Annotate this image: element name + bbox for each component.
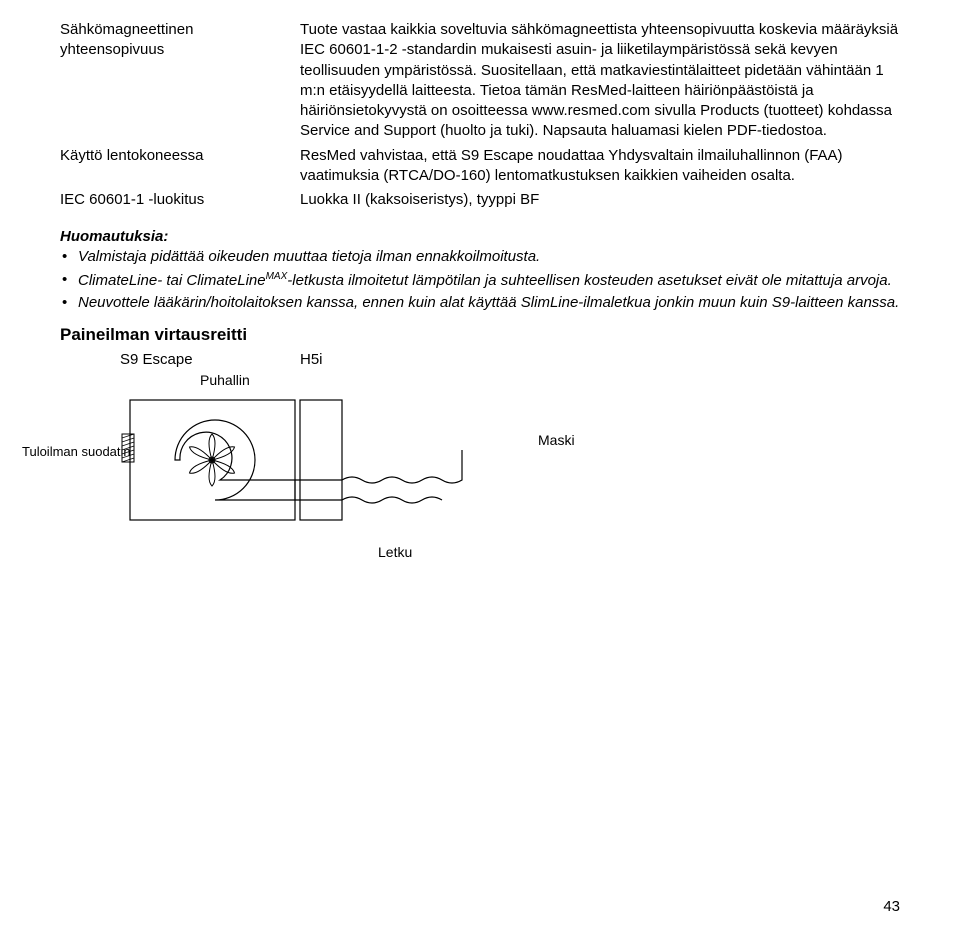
notes-list: Valmistaja pidättää oikeuden muuttaa tie… <box>60 247 900 313</box>
label-mask: Maski <box>538 390 575 448</box>
diagram-top-labels: S9 Escape H5i <box>120 351 900 368</box>
note-item-1: ClimateLine- tai ClimateLineMAX-letkusta… <box>78 270 900 291</box>
spec-table: Sähkömagneettinen yhteensopivuus Tuote v… <box>60 20 900 214</box>
note-1-sup: MAX <box>266 271 288 282</box>
note-1-pre: ClimateLine- tai ClimateLine <box>78 272 266 289</box>
spec-row-iec: IEC 60601-1 -luokitus Luokka II (kaksois… <box>60 190 900 214</box>
spec-row-emc: Sähkömagneettinen yhteensopivuus Tuote v… <box>60 20 900 146</box>
spec-value-aircraft: ResMed vahvistaa, että S9 Escape noudatt… <box>300 146 900 191</box>
notes-heading: Huomautuksia: <box>60 228 900 245</box>
spec-label-emc: Sähkömagneettinen yhteensopivuus <box>60 20 300 146</box>
spec-label-iec: IEC 60601-1 -luokitus <box>60 190 300 214</box>
note-item-0: Valmistaja pidättää oikeuden muuttaa tie… <box>78 247 900 267</box>
spec-value-iec: Luokka II (kaksoiseristys), tyyppi BF <box>300 190 900 214</box>
note-1-post: -letkusta ilmoitetut lämpötilan ja suhte… <box>287 272 892 289</box>
label-s9-escape: S9 Escape <box>120 351 300 368</box>
page-number: 43 <box>883 898 900 915</box>
spec-row-aircraft: Käyttö lentokoneessa ResMed vahvistaa, e… <box>60 146 900 191</box>
note-item-2: Neuvottele lääkärin/hoitolaitoksen kanss… <box>78 293 900 313</box>
spec-label-aircraft: Käyttö lentokoneessa <box>60 146 300 191</box>
airflow-diagram: S9 Escape H5i Puhallin Tuloilman suodati… <box>60 351 900 560</box>
label-h5i: H5i <box>300 351 360 368</box>
label-blower: Puhallin <box>200 372 900 388</box>
spec-value-emc: Tuote vastaa kaikkia soveltuvia sähkömag… <box>300 20 900 146</box>
airflow-svg <box>120 390 530 550</box>
diagram-heading: Paineilman virtausreitti <box>60 325 900 345</box>
